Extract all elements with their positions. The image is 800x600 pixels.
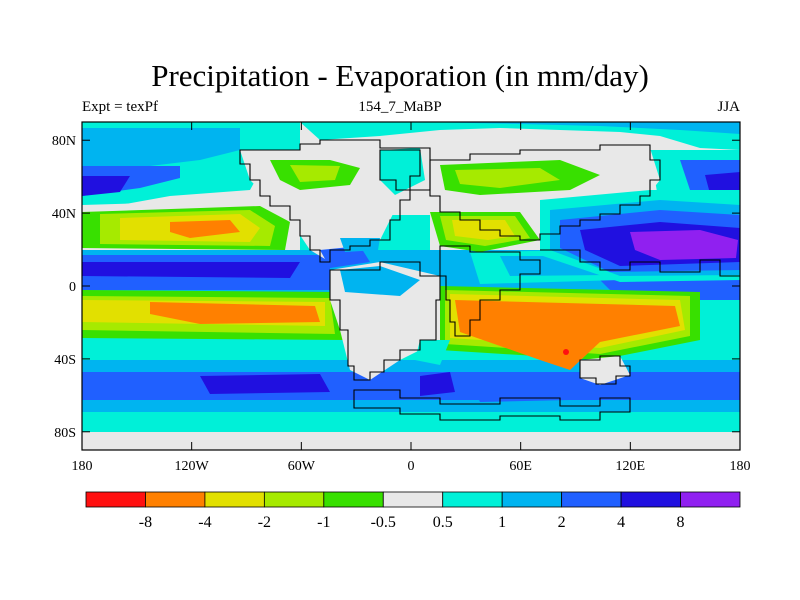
- x-tick-label: 180: [72, 459, 93, 474]
- south-america-cyan: [415, 340, 450, 365]
- coastline-antarctica: [353, 389, 631, 421]
- y-tick-label: 40S: [54, 353, 76, 368]
- season-label: JJA: [717, 99, 740, 115]
- axis-labels: 180 120W 60W 0 60E 120E 180 80N 40N 0 40S 80S: [52, 134, 751, 474]
- colorbar-label: 0.5: [433, 514, 453, 531]
- y-tick-label: 80S: [54, 426, 76, 441]
- colorbar-swatch: [85, 491, 146, 508]
- colorbar-swatch: [620, 491, 681, 508]
- colorbar-label: 4: [617, 514, 625, 531]
- x-tick-label: 180: [730, 459, 751, 474]
- colorbar-swatch: [501, 491, 563, 508]
- colorbar-label: 1: [498, 514, 506, 531]
- asian-monsoon-peak: [630, 230, 738, 260]
- coastline-asia-south: [540, 249, 740, 277]
- colorbar-label: -2: [258, 514, 271, 531]
- colorbar-label: 2: [558, 514, 566, 531]
- colorbar-label: 8: [677, 514, 685, 531]
- colorbar-swatch: [561, 491, 622, 508]
- coastline-eurasia: [429, 144, 661, 241]
- south-america-wet: [340, 266, 420, 296]
- colorbar-swatch: [145, 491, 206, 508]
- x-tick-label: 0: [408, 459, 415, 474]
- x-tick-label: 60W: [288, 459, 316, 474]
- central-america-wet: [320, 246, 370, 268]
- antarctic-margin-blue: [420, 372, 455, 396]
- y-tick-label: 80N: [52, 134, 76, 149]
- greenland-cyan: [380, 148, 425, 195]
- arctic-lightblue-band: [420, 122, 740, 134]
- colorbar-label: -4: [198, 514, 211, 531]
- coastline-africa: [439, 245, 541, 337]
- y-tick-label: 0: [69, 280, 76, 295]
- x-tick-label: 60E: [509, 459, 532, 474]
- map-title: Precipitation - Evaporation (in mm/day): [151, 58, 649, 93]
- north-pacific-lightblue: [82, 128, 240, 176]
- dry-red-spot: [563, 349, 569, 355]
- coastline-south-america: [329, 261, 441, 381]
- x-tick-label: 120E: [616, 459, 646, 474]
- colorbar-swatch: [442, 491, 503, 508]
- colorbar-swatch: [382, 491, 444, 508]
- colorbar-swatch: [263, 491, 325, 508]
- colorbar-swatch: [680, 491, 741, 508]
- colorbar-label: -1: [317, 514, 330, 531]
- n-pacific-dry-orange: [170, 220, 240, 238]
- colorbar-swatch: [323, 491, 384, 508]
- north-pacific-storm: [82, 176, 130, 196]
- axis-ticks: [81, 122, 741, 450]
- antarctic-grey: [82, 432, 740, 450]
- colorbar-label: -0.5: [371, 514, 396, 531]
- s-pacific-dry-orange: [150, 302, 320, 324]
- coastline-greenland: [379, 149, 421, 191]
- precip-evap-field: [82, 122, 740, 450]
- coastline-australia: [579, 355, 631, 385]
- s-westerlies-blue: [82, 372, 740, 400]
- colorbar-swatch: [204, 491, 265, 508]
- coastlines: [239, 139, 740, 421]
- antarctic-margin-blue-2: [470, 378, 570, 402]
- coastline-north-america: [239, 139, 431, 263]
- experiment-label: Expt = texPf: [82, 99, 158, 115]
- indian-dry-orange: [455, 300, 680, 370]
- run-id-label: 154_7_MaBP: [358, 99, 442, 115]
- s-westerlies-storm: [200, 374, 330, 394]
- colorbar-label: -8: [139, 514, 152, 531]
- colorbar: -8 -4 -2 -1 -0.5 0.5 1 2 4 8: [85, 491, 741, 531]
- eurasia-lightgreen: [455, 168, 560, 188]
- itcz-storm: [82, 262, 300, 278]
- north-america-lightgreen: [290, 165, 340, 182]
- y-tick-label: 40N: [52, 207, 76, 222]
- x-tick-label: 120W: [175, 459, 210, 474]
